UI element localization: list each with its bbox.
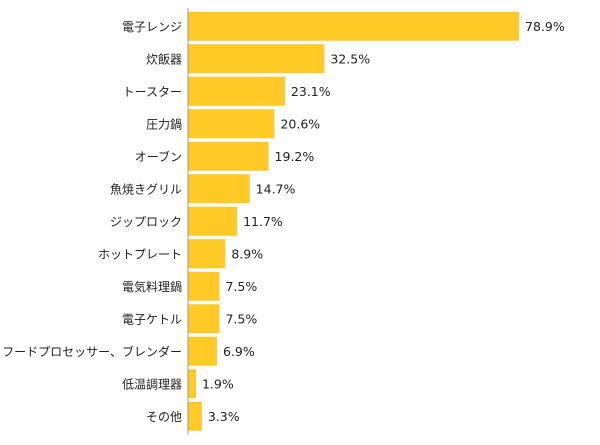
- bar: [188, 174, 250, 204]
- value-label: 32.5%: [330, 51, 370, 66]
- bar: [188, 401, 202, 431]
- value-label: 3.3%: [208, 409, 240, 424]
- category-label: 炊飯器: [146, 51, 182, 66]
- category-label: トースター: [123, 85, 182, 99]
- category-label: 圧力鍋: [146, 116, 182, 131]
- value-label: 19.2%: [275, 149, 315, 164]
- bar: [188, 76, 285, 106]
- value-label: 7.5%: [225, 311, 257, 326]
- bar: [188, 109, 275, 139]
- value-labels: 78.9% 32.5% 23.1% 20.6% 19.2% 14.7% 11.7% 8.9% 7…: [202, 19, 565, 424]
- category-label: その他: [146, 410, 182, 424]
- value-label: 14.7%: [256, 181, 296, 196]
- bar: [188, 336, 217, 366]
- bar: [188, 369, 196, 399]
- value-label: 11.7%: [243, 214, 283, 229]
- value-label: 1.9%: [202, 376, 234, 391]
- value-label: 23.1%: [291, 84, 331, 99]
- category-label: オーブン: [135, 149, 182, 164]
- value-label: 78.9%: [525, 19, 565, 34]
- category-labels: 電子レンジ炊飯器トースター圧力鍋オーブン魚焼きグリルジップロックホットプレート電…: [2, 20, 182, 424]
- category-label: 低温調理器: [122, 377, 182, 391]
- category-label: ホットプレート: [98, 247, 182, 261]
- category-label: 電気料理鍋: [122, 279, 182, 294]
- category-label: フードプロセッサー、ブレンダー: [2, 344, 182, 359]
- value-label: 20.6%: [280, 116, 320, 131]
- bar: [188, 239, 226, 269]
- category-label: ジップロック: [110, 215, 182, 229]
- category-label: 電子ケトル: [122, 312, 182, 326]
- bar: [188, 206, 238, 236]
- bar: [188, 11, 520, 41]
- bars-layer: [188, 11, 520, 431]
- bar: [188, 44, 325, 74]
- bar: [188, 304, 220, 334]
- bar: [188, 271, 220, 301]
- value-label: 6.9%: [223, 344, 255, 359]
- category-label: 魚焼きグリル: [110, 182, 182, 196]
- value-label: 7.5%: [225, 279, 257, 294]
- bar: [188, 141, 269, 171]
- value-label: 8.9%: [231, 246, 263, 261]
- category-label: 電子レンジ: [122, 20, 182, 34]
